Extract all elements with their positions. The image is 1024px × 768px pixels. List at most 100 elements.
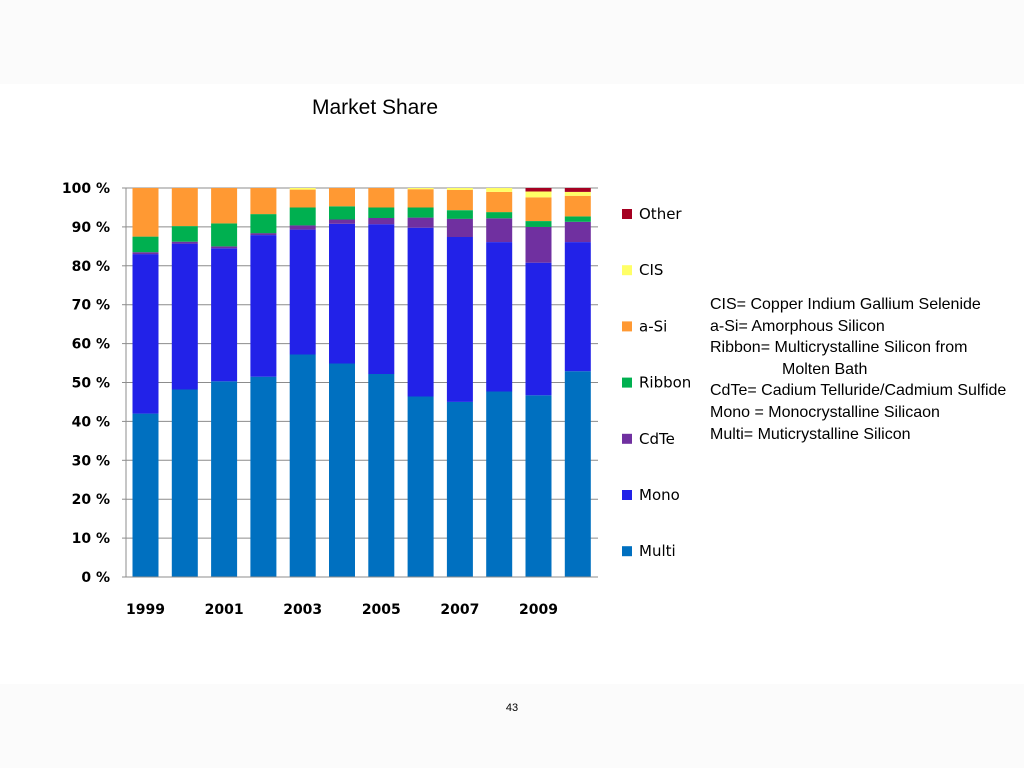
legend-swatch-cdte [622, 433, 632, 444]
axes: 0 % 10 % 20 % 30 % 40 % 50 % 60 % 70 % 80 % 90 % 1… [62, 181, 598, 618]
note-ribbon: Ribbon= Multicrystalline Silicon from [710, 339, 968, 357]
x-tick-label: 2009 [519, 602, 558, 618]
bar-segment-cis-2003 [289, 188, 316, 190]
legend-swatch-other [622, 209, 632, 219]
legend: Other CIS a-Si Ribbon CdTe Mono Multi [622, 205, 691, 560]
note-ribbon-continued: Molten Bath [782, 360, 868, 378]
bar-segment-cis-2006 [407, 188, 434, 190]
abbreviation-notes: CIS= Copper Indium Gallium Selenide a-Si… [710, 294, 1024, 445]
bar-segment-mono-2009 [525, 262, 552, 396]
bar-segment-cis-2010 [564, 191, 591, 196]
x-tick-label: 2001 [205, 602, 244, 618]
bar-segment-multi-2001 [211, 381, 238, 577]
bar-segment-multi-2010 [564, 371, 591, 577]
legend-swatch-cis [622, 265, 632, 276]
bar-segment-a-si-2008 [486, 191, 513, 213]
bar-segment-mono-2007 [446, 237, 473, 402]
gridlines [126, 187, 598, 539]
y-tick-label: 50 % [72, 376, 110, 392]
bar-segment-multi-1999 [132, 413, 159, 577]
x-tick-label: 1999 [126, 602, 165, 618]
y-tick-label: 0 % [81, 570, 110, 586]
bar-segment-mono-2002 [250, 235, 277, 377]
bar-segment-mono-2008 [486, 242, 513, 392]
bar-segment-a-si-2009 [525, 197, 552, 221]
bar-segment-ribbon-2005 [368, 207, 395, 218]
legend-swatch-a-si [622, 321, 632, 332]
bar-segment-cdte-2004 [329, 219, 355, 224]
y-tick-label: 70 % [72, 298, 110, 314]
bar-segment-multi-2008 [486, 391, 513, 577]
bar-segment-ribbon-2004 [329, 206, 355, 220]
bar-segment-ribbon-2000 [171, 226, 198, 242]
bar-segment-ribbon-2002 [250, 214, 277, 234]
bar-segment-cdte-2001 [211, 246, 238, 249]
bar-segment-other-2010 [564, 188, 591, 192]
bar-segment-a-si-2003 [289, 189, 316, 208]
bar-segment-other-2009 [525, 188, 552, 192]
legend-label-multi: Multi [639, 542, 676, 560]
legend-swatch-mono [622, 490, 632, 500]
y-tick-label: 80 % [72, 259, 110, 275]
bar-segment-cdte-2000 [171, 241, 198, 244]
y-tick-label: 100 % [62, 181, 110, 197]
y-tick-label: 90 % [72, 220, 110, 236]
x-tick-label: 2007 [440, 602, 479, 618]
note-multi: Multi= Muticrystalline Silicon [710, 425, 911, 443]
note-mono: Mono = Monocrystalline Silicaon [710, 403, 940, 421]
bar-segment-ribbon-2007 [446, 210, 473, 219]
bar-segment-cdte-2007 [446, 218, 473, 237]
bar-segment-mono-2005 [368, 224, 395, 374]
bar-segment-ribbon-2008 [486, 212, 513, 219]
bar-segment-cdte-2002 [250, 233, 277, 235]
legend-label-a-si: a-Si [639, 317, 667, 335]
bar-segment-cis-2009 [525, 191, 552, 198]
legend-label-cdte: CdTe [639, 430, 675, 448]
y-tick-label: 30 % [72, 453, 110, 469]
x-tick-label: 2005 [362, 602, 401, 618]
bar-segment-cdte-1999 [132, 252, 159, 255]
bar-segment-ribbon-2001 [211, 223, 238, 247]
bar-segment-cdte-2010 [564, 221, 591, 242]
bar-segment-a-si-2007 [446, 189, 473, 211]
bar-segment-cdte-2005 [368, 218, 395, 225]
bar-segment-mono-2000 [171, 243, 198, 390]
bar-segment-mono-2001 [211, 248, 238, 382]
bar-segment-multi-2009 [525, 395, 552, 577]
y-tick-label: 60 % [72, 337, 110, 353]
legend-label-other: Other [639, 205, 682, 223]
bar-segment-a-si-2006 [407, 189, 434, 208]
bar-segment-a-si-2004 [329, 188, 355, 207]
bar-segment-cis-2008 [486, 188, 513, 192]
bar-segment-mono-2010 [564, 242, 591, 372]
bar-segment-multi-2005 [368, 373, 395, 577]
bar-segment-ribbon-2009 [525, 221, 552, 227]
bar-segment-cdte-2003 [289, 225, 316, 230]
bar-segment-ribbon-1999 [132, 236, 159, 253]
legend-label-mono: Mono [639, 486, 680, 504]
bar-segment-mono-2003 [289, 229, 316, 355]
bar-segment-a-si-2001 [211, 188, 238, 224]
bar-segment-mono-1999 [132, 254, 159, 414]
bar-segment-cdte-2009 [525, 226, 552, 263]
bar-segment-multi-2004 [329, 363, 355, 577]
legend-label-ribbon: Ribbon [639, 374, 691, 392]
bar-segment-multi-2006 [407, 396, 434, 577]
bar-segment-ribbon-2006 [407, 207, 434, 218]
bar-segment-mono-2006 [407, 227, 434, 397]
x-tick-label: 2003 [283, 602, 322, 618]
page-number: 43 [505, 702, 519, 714]
bar-segment-cis-2007 [446, 188, 473, 190]
bar-segment-a-si-2000 [171, 188, 198, 227]
legend-label-cis: CIS [639, 261, 663, 279]
y-tick-label: 40 % [72, 414, 110, 430]
bar-segment-ribbon-2003 [289, 207, 316, 226]
y-tick-label: 10 % [72, 531, 110, 547]
bar-segment-ribbon-2010 [564, 216, 591, 222]
bar-segment-a-si-2002 [250, 188, 277, 215]
bar-segment-cdte-2006 [407, 217, 434, 228]
bar-segment-a-si-1999 [132, 188, 159, 237]
bar-segment-multi-2003 [289, 354, 316, 577]
bar-segment-mono-2004 [329, 223, 355, 364]
